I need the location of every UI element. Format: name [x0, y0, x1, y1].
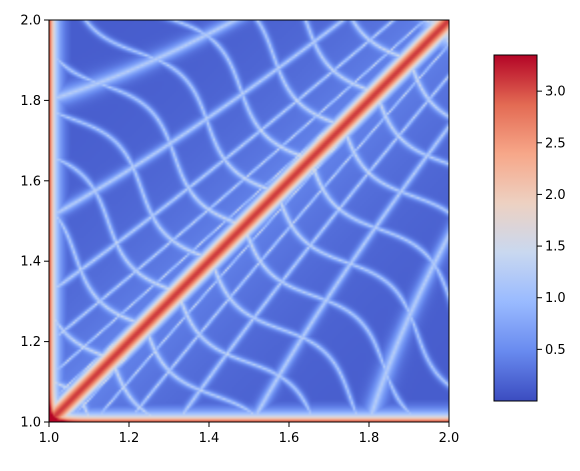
y-tick-label: 1.6 [20, 174, 41, 189]
colorbar: 0.5 1.0 1.5 2.0 2.5 3.0 [493, 54, 566, 402]
x-tick-label: 2.0 [439, 431, 460, 446]
heatmap-image [49, 20, 449, 422]
colorbar-tick-label: 3.0 [545, 85, 566, 100]
plot-frame [48, 19, 450, 423]
colorbar-ticks: 0.5 1.0 1.5 2.0 2.5 3.0 [537, 85, 566, 358]
colorbar-tick-label: 2.5 [545, 136, 566, 151]
colorbar-tick-label: 1.0 [545, 291, 566, 306]
x-tick-label: 1.2 [119, 431, 140, 446]
y-axis: 1.0 1.2 1.4 1.6 1.8 2.0 [20, 14, 49, 431]
y-tick-label: 1.8 [20, 94, 41, 109]
y-tick-label: 1.4 [20, 255, 41, 270]
x-tick-label: 1.6 [279, 431, 300, 446]
x-tick-label: 1.0 [39, 431, 60, 446]
colorbar-tick-label: 1.5 [545, 240, 566, 255]
colorbar-tick-label: 0.5 [545, 343, 566, 358]
x-axis: 1.0 1.2 1.4 1.6 1.8 2.0 [39, 422, 460, 446]
y-tick-label: 1.2 [20, 335, 41, 350]
colorbar-gradient [494, 55, 537, 401]
colorbar-frame [493, 54, 538, 402]
x-tick-label: 1.8 [359, 431, 380, 446]
x-tick-label: 1.4 [199, 431, 220, 446]
y-tick-label: 2.0 [20, 14, 41, 29]
y-tick-label: 1.0 [20, 416, 41, 431]
colorbar-tick-label: 2.0 [545, 188, 566, 203]
heatmap-plot-area [48, 19, 450, 423]
